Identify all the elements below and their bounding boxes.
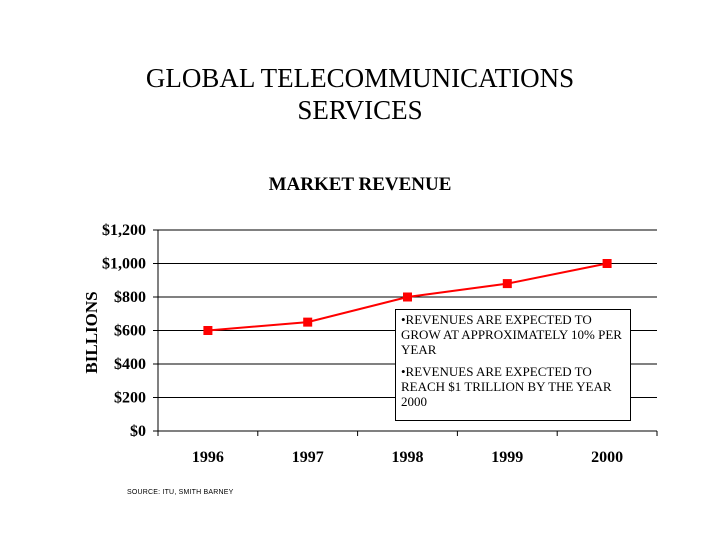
slide-title-line-1: GLOBAL TELECOMMUNICATIONS bbox=[145, 63, 575, 93]
data-point bbox=[303, 317, 313, 327]
slide-title-line-2: SERVICES bbox=[297, 95, 423, 125]
x-tick-label: 1996 bbox=[192, 449, 224, 466]
annotation-note-1: •REVENUES ARE EXPECTED TO GROW AT APPROX… bbox=[401, 312, 622, 357]
x-tick-label: 2000 bbox=[591, 449, 623, 466]
data-point bbox=[203, 326, 213, 335]
y-tick-label: $800 bbox=[114, 289, 146, 306]
y-tick-label: $0 bbox=[130, 423, 146, 440]
data-point bbox=[403, 292, 412, 302]
annotation-note-2: •REVENUES ARE EXPECTED TO REACH $1 TRILL… bbox=[401, 364, 612, 409]
y-tick-label: $200 bbox=[114, 390, 146, 407]
slide-title: GLOBAL TELECOMMUNICATIONS SERVICES bbox=[0, 62, 720, 126]
source-note: SOURCE: ITU, SMITH BARNEY bbox=[127, 489, 234, 496]
y-tick-label: $1,000 bbox=[102, 256, 146, 273]
x-tick-label: 1997 bbox=[292, 449, 324, 466]
chart-title: MARKET REVENUE bbox=[268, 174, 452, 195]
data-point bbox=[502, 279, 512, 289]
y-tick-label: $400 bbox=[114, 356, 146, 373]
y-axis-title: BILLIONS bbox=[82, 291, 101, 373]
y-tick-label: $1,200 bbox=[102, 222, 146, 239]
annotation-box: •REVENUES ARE EXPECTED TO GROW AT APPROX… bbox=[395, 309, 631, 421]
x-tick-label: 1999 bbox=[491, 449, 523, 466]
data-point bbox=[602, 259, 612, 268]
x-tick-label: 1998 bbox=[392, 449, 424, 466]
y-tick-label: $600 bbox=[114, 323, 146, 340]
